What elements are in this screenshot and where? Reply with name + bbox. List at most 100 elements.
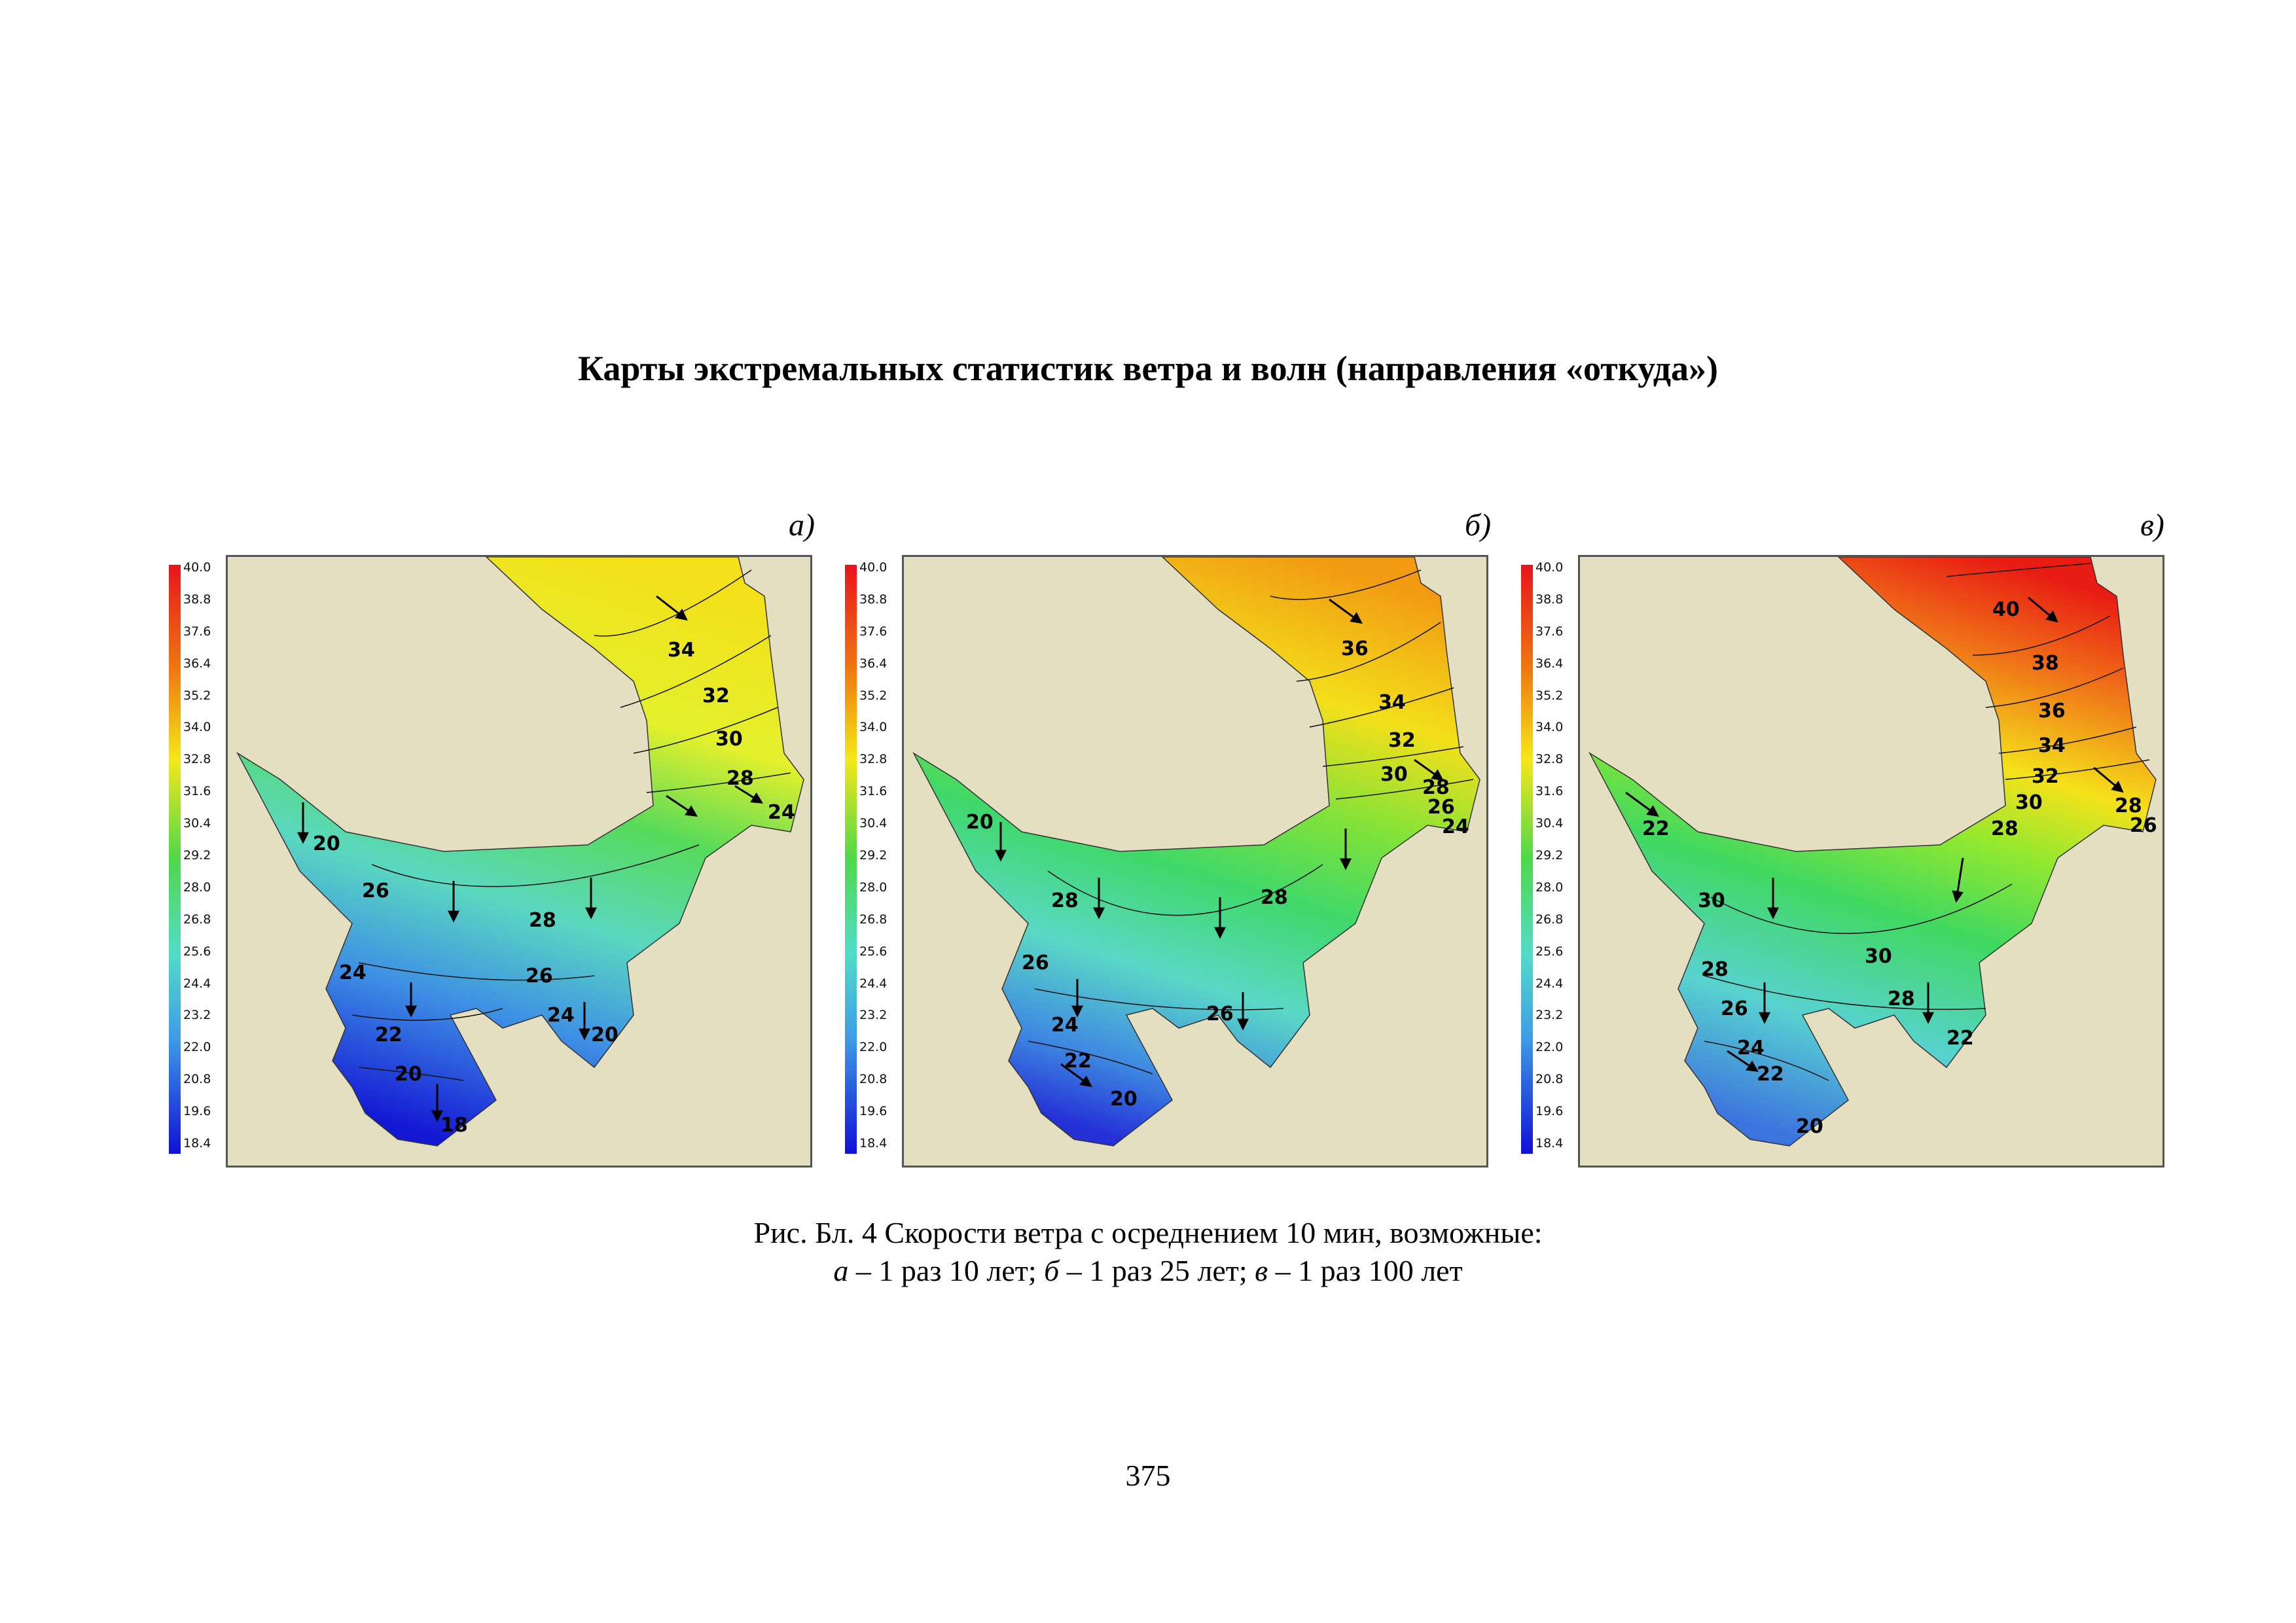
contour-label: 34 (668, 639, 695, 662)
color-scale-tick: 30.4 (183, 816, 211, 831)
color-scale-tick: 22.0 (1535, 1040, 1564, 1055)
color-scale-tick: 19.6 (183, 1104, 211, 1119)
color-scale-tick: 18.4 (183, 1136, 211, 1150)
contour-label: 40 (1992, 598, 2020, 621)
color-scale-tick: 19.6 (859, 1104, 888, 1119)
contour-label: 26 (1721, 997, 1748, 1020)
figure-caption-line2: а – 1 раз 10 лет; б – 1 раз 25 лет; в – … (0, 1252, 2296, 1290)
panel-letter-b: б) (1465, 508, 1492, 543)
contour-label: 22 (1757, 1063, 1784, 1086)
map-c-svg: 40 38 36 34 32 28 26 30 28 22 30 28 30 2… (1588, 557, 2157, 1147)
contour-label: 20 (966, 811, 994, 834)
color-scale-tick: 35.2 (859, 688, 888, 703)
color-scale-tick: 38.8 (1535, 592, 1564, 607)
color-scale-tick: 29.2 (859, 848, 888, 863)
color-scale-tick: 38.8 (183, 592, 211, 607)
contour-label: 28 (529, 909, 556, 932)
color-scale-tick: 40.0 (1535, 560, 1564, 575)
color-scale-c: 40.0 38.8 37.6 36.4 35.2 34.0 32.8 31.6 30.4 29.2… (1521, 561, 1570, 1156)
color-scale-tick: 28.0 (859, 880, 888, 895)
color-scale-tick: 28.0 (183, 880, 211, 895)
contour-label: 26 (1206, 1003, 1234, 1026)
contour-label: 28 (726, 767, 754, 790)
color-scale-tick: 32.8 (183, 752, 211, 767)
color-scale-b: 40.0 38.8 37.6 36.4 35.2 34.0 32.8 31.6 30.4 29.2… (845, 561, 893, 1156)
contour-label: 20 (395, 1063, 422, 1086)
contour-label: 26 (362, 880, 389, 902)
map-b-svg: 36 34 32 30 28 26 24 20 28 28 26 24 26 2… (912, 557, 1480, 1147)
map-panel-b: 36 34 32 30 28 26 24 20 28 28 26 24 26 2… (902, 555, 1488, 1168)
color-scale-tick: 31.6 (1535, 784, 1564, 799)
contour-label: 38 (2032, 652, 2059, 675)
panel-letter-c: в) (2140, 508, 2164, 543)
color-scale-tick: 34.0 (859, 720, 888, 735)
color-scale-tick: 37.6 (183, 624, 211, 639)
color-scale-tick: 40.0 (859, 560, 888, 575)
contour-label: 24 (339, 961, 367, 984)
color-scale-tick: 24.4 (1535, 976, 1564, 991)
contour-label: 20 (1110, 1088, 1138, 1111)
contour-label: 32 (2032, 765, 2059, 788)
color-scale-tick: 40.0 (183, 560, 211, 575)
contour-label: 20 (313, 832, 340, 855)
color-scale-tick: 31.6 (183, 784, 211, 799)
color-scale-tick: 30.4 (1535, 816, 1564, 831)
color-scale-tick: 25.6 (1535, 944, 1564, 959)
color-scale-tick: 19.6 (1535, 1104, 1564, 1119)
caption-letter-a: а (833, 1254, 849, 1287)
color-scale-tick: 22.0 (859, 1040, 888, 1055)
color-scale-tick: 20.8 (859, 1072, 888, 1087)
contour-label: 22 (375, 1024, 403, 1046)
color-scale-tick: 29.2 (183, 848, 211, 863)
contour-label: 22 (1946, 1027, 1974, 1050)
color-scale-tick: 24.4 (183, 976, 211, 991)
contour-label: 28 (1888, 988, 1915, 1010)
contour-label: 28 (1051, 889, 1079, 912)
caption-letter-c: в (1255, 1254, 1268, 1287)
contour-label: 26 (526, 965, 553, 988)
contour-label: 24 (768, 801, 795, 824)
contour-label: 36 (1341, 637, 1369, 660)
color-scale-tick: 24.4 (859, 976, 888, 991)
contour-label: 26 (1022, 952, 1049, 974)
contour-label: 34 (1378, 691, 1406, 714)
color-scale-tick: 28.0 (1535, 880, 1564, 895)
contour-label: 32 (1388, 729, 1416, 752)
contour-label: 20 (1796, 1115, 1823, 1138)
contour-label: 26 (1427, 796, 1455, 819)
contour-label: 18 (440, 1114, 468, 1137)
wind-arrows (995, 598, 1444, 1088)
contour-label: 28 (2115, 794, 2142, 817)
caption-text-c: – 1 раз 100 лет (1268, 1254, 1463, 1287)
contour-label: 28 (1261, 886, 1288, 909)
color-scale-tick: 26.8 (859, 912, 888, 927)
contour-label: 28 (1701, 958, 1729, 981)
contour-label: 30 (1698, 889, 1725, 912)
color-scale-tick: 35.2 (183, 688, 211, 703)
color-scale-tick: 29.2 (1535, 848, 1564, 863)
color-scale-tick: 22.0 (183, 1040, 211, 1055)
color-scale-tick: 31.6 (859, 784, 888, 799)
figure-caption-line1: Рис. Бл. 4 Скорости ветра с осреднением … (753, 1216, 1543, 1249)
color-scale-tick: 25.6 (183, 944, 211, 959)
contour-label: 24 (1051, 1014, 1079, 1037)
color-scale-tick: 35.2 (1535, 688, 1564, 703)
caption-letter-b: б (1044, 1254, 1060, 1287)
contour-label: 22 (1642, 817, 1670, 840)
color-scale-tick: 30.4 (859, 816, 888, 831)
page-number: 375 (1125, 1459, 1171, 1492)
contour-label: 24 (1737, 1037, 1765, 1060)
color-scale-tick: 18.4 (859, 1136, 888, 1150)
page-title: Карты экстремальных статистик ветра и во… (577, 349, 1719, 388)
wind-arrows (297, 595, 764, 1122)
water-area (236, 557, 804, 1147)
color-scale-tick: 32.8 (859, 752, 888, 767)
color-scale-tick: 34.0 (183, 720, 211, 735)
color-scale-tick: 26.8 (1535, 912, 1564, 927)
color-scale-tick: 37.6 (1535, 624, 1564, 639)
contour-label: 30 (1865, 945, 1892, 968)
contour-label: 24 (547, 1004, 575, 1027)
contour-label: 24 (1442, 815, 1469, 838)
color-scale-bar (1521, 565, 1533, 1154)
map-panel-c: 40 38 36 34 32 28 26 30 28 22 30 28 30 2… (1578, 555, 2164, 1168)
